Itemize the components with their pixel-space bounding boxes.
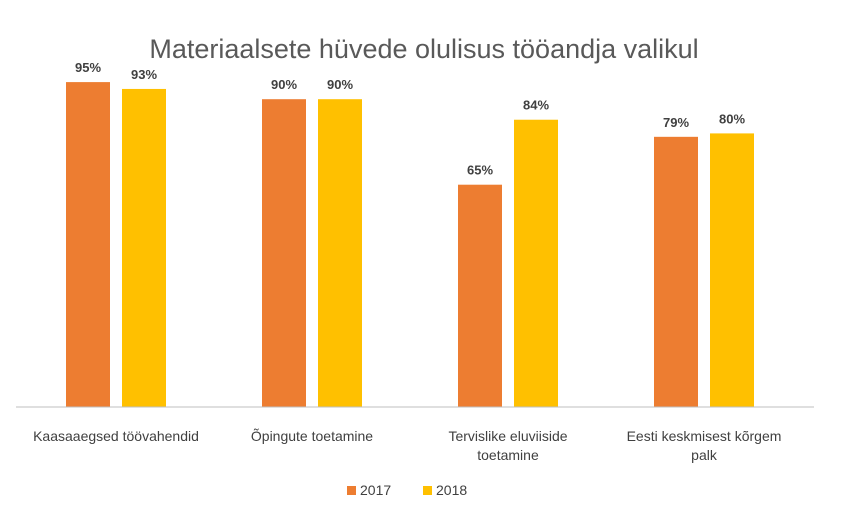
category-label-3-1: palk	[691, 447, 718, 463]
legend-label-2017: 2017	[360, 482, 391, 498]
data-label-2017-1: 90%	[271, 77, 297, 92]
bar-2018-3	[710, 133, 754, 407]
legend-label-2018: 2018	[436, 482, 467, 498]
category-label-1-0: Õpingute toetamine	[251, 428, 373, 444]
data-labels-group: 95% 93% 90% 90% 65% 84% 79% 80%	[75, 60, 745, 178]
category-label-2-0: Tervislike eluviiside	[448, 428, 567, 444]
category-label-0-0: Kaasaaegsed töövahendid	[33, 428, 199, 444]
bar-2017-1	[262, 99, 306, 407]
category-labels-group: Kaasaaegsed töövahendid Õpingute toetamin…	[33, 428, 781, 463]
category-label-2-1: toetamine	[477, 447, 539, 463]
bar-2018-1	[318, 99, 362, 407]
bars-group	[66, 82, 754, 407]
data-label-2018-3: 80%	[719, 111, 745, 126]
chart-title: Materiaalsete hüvede olulisus tööandja v…	[149, 34, 698, 64]
legend: 2017 2018	[347, 482, 467, 498]
data-label-2018-2: 84%	[523, 98, 549, 113]
category-label-3-0: Eesti keskmisest kõrgem	[627, 428, 782, 444]
legend-swatch-2018	[423, 486, 432, 495]
data-label-2018-0: 93%	[131, 67, 157, 82]
data-label-2017-2: 65%	[467, 163, 493, 178]
data-label-2017-0: 95%	[75, 60, 101, 75]
bar-2018-2	[514, 119, 558, 407]
bar-2018-0	[122, 88, 166, 407]
bar-2017-3	[654, 136, 698, 407]
data-label-2017-3: 79%	[663, 115, 689, 130]
data-label-2018-1: 90%	[327, 77, 353, 92]
bar-2017-0	[66, 82, 110, 407]
bar-2017-2	[458, 184, 502, 407]
legend-swatch-2017	[347, 486, 356, 495]
